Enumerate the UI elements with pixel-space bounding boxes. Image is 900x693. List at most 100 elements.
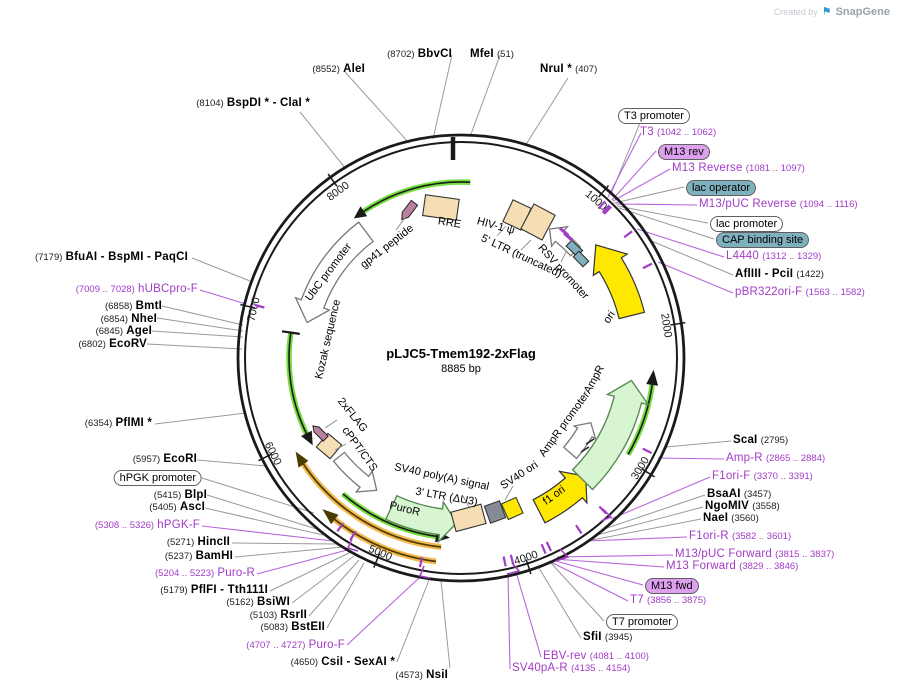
pos: (8702): [387, 49, 415, 60]
name: AgeI: [126, 325, 152, 337]
callout-puro-f[interactable]: (4707 .. 4727) Puro-F: [246, 639, 345, 652]
callout-t7[interactable]: T7 (3856 .. 3875): [630, 594, 706, 607]
snapgene-brand: SnapGene: [835, 5, 890, 18]
callout-nrui[interactable]: NruI * (407): [540, 63, 597, 76]
sv40-ori-yellow-box[interactable]: [500, 496, 524, 521]
callout-t3[interactable]: T3 (1042 .. 1062): [640, 126, 716, 139]
pos: (4081 .. 4100): [589, 651, 649, 662]
callout-bspdi-clai[interactable]: (8104) BspDI * - ClaI *: [196, 97, 310, 110]
callout-pflmi[interactable]: (6354) PflMI *: [85, 417, 152, 430]
pos: (5271): [166, 537, 195, 548]
callout-f1ori-r[interactable]: F1ori-R (3582 .. 3601): [689, 530, 791, 543]
callout-m13-puc-forward[interactable]: M13/pUC Forward (3815 .. 3837): [675, 548, 834, 561]
callout-puro-r[interactable]: (5204 .. 5223) Puro-R: [155, 567, 255, 580]
callout-bbvci[interactable]: (8702) BbvCI: [387, 48, 452, 61]
callout-bsaai[interactable]: BsaAI (3457): [707, 488, 771, 501]
primer-marker-2: [558, 226, 570, 237]
callout-csii-sexai[interactable]: (4650) CsiI - SexAI *: [291, 656, 395, 669]
f1-ori-arrow[interactable]: [532, 470, 588, 524]
pos: (1312 .. 1329): [762, 251, 822, 262]
callout-sv40pa-r[interactable]: SV40pA-R (4135 .. 4154): [512, 662, 630, 675]
sv40-ori-gray-box[interactable]: [483, 500, 507, 524]
callout-m13-reverse[interactable]: M13 Reverse (1081 .. 1097): [672, 162, 805, 175]
callout-agei[interactable]: (6845) AgeI: [96, 325, 152, 338]
name: HincII: [197, 536, 230, 548]
callout-sfii[interactable]: SfiI (3945): [583, 631, 632, 644]
callout-m13-fwd[interactable]: M13 fwd: [645, 578, 699, 594]
leader-lines: [146, 54, 734, 669]
pos: (4650): [290, 657, 319, 668]
callout-m13-rev[interactable]: M13 rev: [658, 144, 710, 160]
callout-ngomiv[interactable]: NgoMIV (3558): [705, 500, 780, 513]
callout-bfuai[interactable]: (7179) BfuAI - BspMI - PaqCI: [35, 251, 188, 264]
sv40-polya-box[interactable]: [450, 503, 487, 533]
callout-l4440[interactable]: L4440 (1312 .. 1329): [726, 250, 821, 263]
callout-hpgk-promoter[interactable]: hPGK promoter: [113, 470, 202, 486]
callout-scai[interactable]: ScaI (2795): [733, 434, 788, 447]
ltr5-box[interactable]: [520, 203, 556, 241]
callout-bsiwi[interactable]: (5162) BsiWI: [226, 596, 290, 609]
callout-t7-promoter[interactable]: T7 promoter: [606, 614, 678, 630]
callout-ecori[interactable]: (5957) EcoRI: [133, 453, 197, 466]
pos: (5103): [249, 610, 278, 621]
callout-asci[interactable]: (5405) AscI: [149, 501, 205, 514]
name: T3: [640, 126, 654, 138]
callout-lac-operator[interactable]: lac operator: [686, 180, 757, 196]
label-rre[interactable]: RRE: [437, 215, 462, 230]
name: M13 Reverse: [672, 162, 743, 174]
pos: (3829 .. 3846): [739, 561, 799, 572]
label-sv40-polya[interactable]: SV40 poly(A) signal: [393, 461, 490, 493]
callout-afliii-pcii[interactable]: AflIII - PciI (1422): [735, 268, 824, 281]
callout-nhei[interactable]: (6854) NheI: [101, 313, 157, 326]
2xflag-marker[interactable]: [310, 423, 329, 442]
ubc-promoter-arrow[interactable]: [294, 221, 375, 324]
callout-alei[interactable]: (8552) AleI: [312, 63, 365, 76]
feature-shapes: [294, 194, 650, 544]
cppt-cts-arrow[interactable]: [332, 451, 378, 493]
name: Puro-F: [308, 639, 345, 651]
pos: (3582 .. 3601): [731, 531, 792, 542]
callout-cap-binding-site[interactable]: CAP binding site: [716, 232, 810, 248]
callout-f1ori-f[interactable]: F1ori-F (3370 .. 3391): [712, 470, 813, 483]
name: NgoMIV: [705, 500, 749, 512]
label-ori[interactable]: ori: [601, 309, 618, 326]
gp41-peptide-marker[interactable]: [399, 199, 419, 222]
callout-blpi[interactable]: (5415) BlpI: [154, 489, 207, 502]
name: CsiI - SexAI *: [321, 656, 395, 668]
pos: (3558): [752, 501, 780, 512]
name: EcoRI: [163, 453, 197, 465]
callout-pbr322ori-f[interactable]: pBR322ori-F (1563 .. 1582): [735, 286, 865, 299]
callout-hubcpro-f[interactable]: (7009 .. 7028) hUBCpro-F: [76, 283, 198, 296]
callout-bamhi[interactable]: (5237) BamHI: [165, 550, 233, 563]
plasmid-title-block: pLJC5-Tmem192-2xFlag 8885 bp: [386, 346, 536, 375]
callout-m13-puc-reverse[interactable]: M13/pUC Reverse (1094 .. 1116): [699, 198, 858, 211]
callout-rsrii[interactable]: (5103) RsrII: [250, 609, 307, 622]
cap-site-box-marker[interactable]: [572, 250, 590, 268]
callout-pflfi[interactable]: (5179) PflFI - Tth111I: [160, 584, 268, 597]
callout-bmti[interactable]: (6858) BmtI: [105, 300, 162, 313]
label-ampr[interactable]: AmpR: [582, 363, 607, 396]
callout-naei[interactable]: NaeI (3560): [703, 512, 759, 525]
ori-arrow[interactable]: [592, 244, 646, 320]
ampr-arrow[interactable]: [571, 379, 650, 491]
callout-nsii[interactable]: (4573) NsiI: [395, 669, 448, 682]
svg-text:8000: 8000: [325, 180, 352, 204]
name: hPGK-F: [157, 519, 200, 531]
callout-hpgk-f[interactable]: (5308 .. 5326) hPGK-F: [95, 519, 200, 532]
callout-m13-forward[interactable]: M13 Forward (3829 .. 3846): [666, 560, 798, 573]
rre-box[interactable]: [422, 194, 460, 221]
callout-amp-r[interactable]: Amp-R (2865 .. 2884): [726, 452, 825, 465]
callout-bsteii[interactable]: (5083) BstEII: [261, 621, 325, 634]
ampr-promoter-arrow[interactable]: [562, 421, 597, 460]
callout-ecorv[interactable]: (6802) EcoRV: [78, 338, 147, 351]
pos: (5237): [164, 551, 193, 562]
callout-hincii[interactable]: (5271) HincII: [167, 536, 230, 549]
callout-t3-promoter[interactable]: T3 promoter: [618, 108, 690, 124]
callout-lac-promoter[interactable]: lac promoter: [710, 216, 784, 232]
label-sv40-ori[interactable]: SV40 ori: [498, 459, 540, 492]
name: NaeI: [703, 512, 729, 524]
callout-mfei[interactable]: MfeI (51): [470, 48, 514, 61]
callout-ebv-rev[interactable]: EBV-rev (4081 .. 4100): [543, 650, 649, 663]
pos: (5162): [226, 597, 254, 608]
pos: (1563 .. 1582): [805, 287, 865, 298]
